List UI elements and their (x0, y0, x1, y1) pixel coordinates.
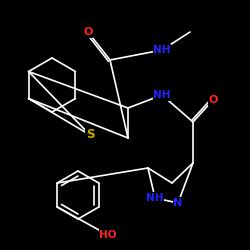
Text: NH: NH (153, 90, 171, 100)
Text: O: O (83, 27, 93, 37)
Text: HO: HO (99, 230, 117, 240)
Text: O: O (208, 95, 218, 105)
Text: NH: NH (153, 45, 171, 55)
Text: NH: NH (146, 193, 164, 203)
Text: S: S (86, 128, 94, 141)
Text: N: N (174, 198, 182, 208)
